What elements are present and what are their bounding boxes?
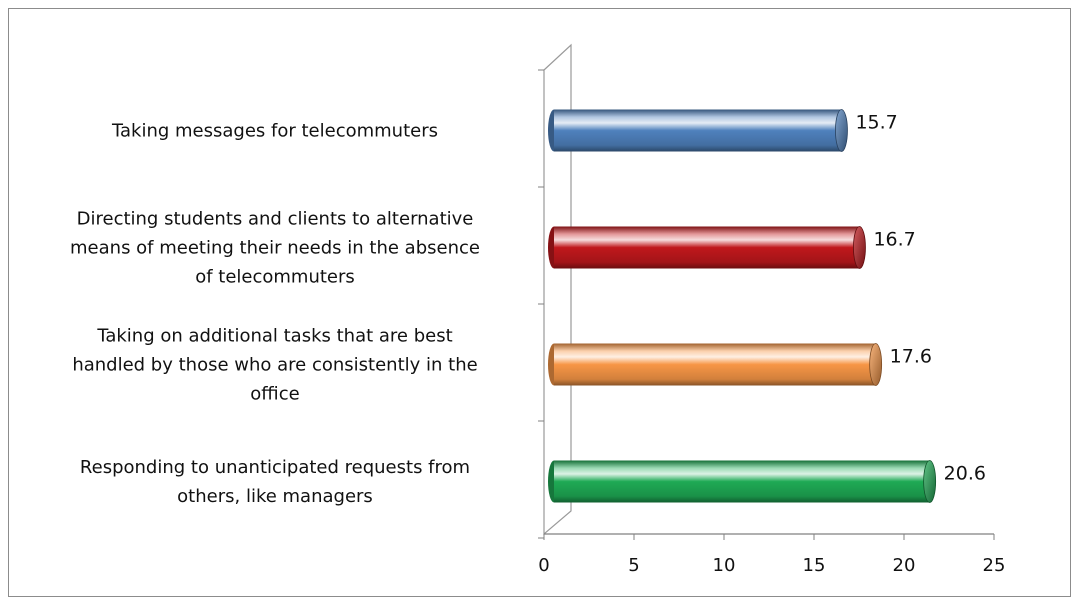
category-label: Taking messages for telecommuters [111, 121, 438, 142]
category-label-line: others, like managers [177, 486, 373, 507]
bar-end-cap [853, 226, 866, 269]
axis-layer [538, 43, 995, 540]
category-label: Taking on additional tasks that are best… [72, 326, 477, 405]
category-label-line: Directing students and clients to altern… [77, 209, 474, 230]
category-label-line: of telecommuters [195, 267, 355, 288]
bar [554, 460, 930, 503]
bar [554, 226, 860, 269]
value-label: 20.6 [944, 463, 986, 485]
tick-label: 20 [893, 555, 916, 576]
value-label: 15.7 [855, 112, 897, 134]
tick-label: 25 [983, 555, 1006, 576]
category-label: Responding to unanticipated requests fro… [80, 457, 470, 507]
tick-label: 15 [803, 555, 826, 576]
bar-end-cap [835, 109, 848, 152]
value-label: 17.6 [890, 346, 932, 368]
category-label-line: Taking on additional tasks that are best [96, 326, 452, 347]
bar-end-cap [869, 343, 883, 386]
axis-wall [543, 43, 572, 536]
tick-label: 5 [628, 555, 639, 576]
value-label: 16.7 [873, 229, 915, 251]
category-label-line: office [250, 384, 299, 405]
tick-label: 0 [538, 555, 549, 576]
bar [554, 343, 876, 386]
category-label-line: means of meeting their needs in the abse… [70, 238, 480, 259]
category-label-line: handled by those who are consistently in… [72, 355, 477, 376]
bar-end-cap [923, 460, 937, 503]
tick-label: 10 [713, 555, 736, 576]
category-label-line: Responding to unanticipated requests fro… [80, 457, 470, 478]
label-layer: 0 5 10 15 20 25 15.7 Taking messages for teleco… [70, 112, 1005, 577]
bar-layer [548, 109, 937, 503]
bar [554, 109, 842, 152]
category-label: Directing students and clients to altern… [70, 209, 480, 288]
category-label-line: Taking messages for telecommuters [111, 121, 438, 142]
